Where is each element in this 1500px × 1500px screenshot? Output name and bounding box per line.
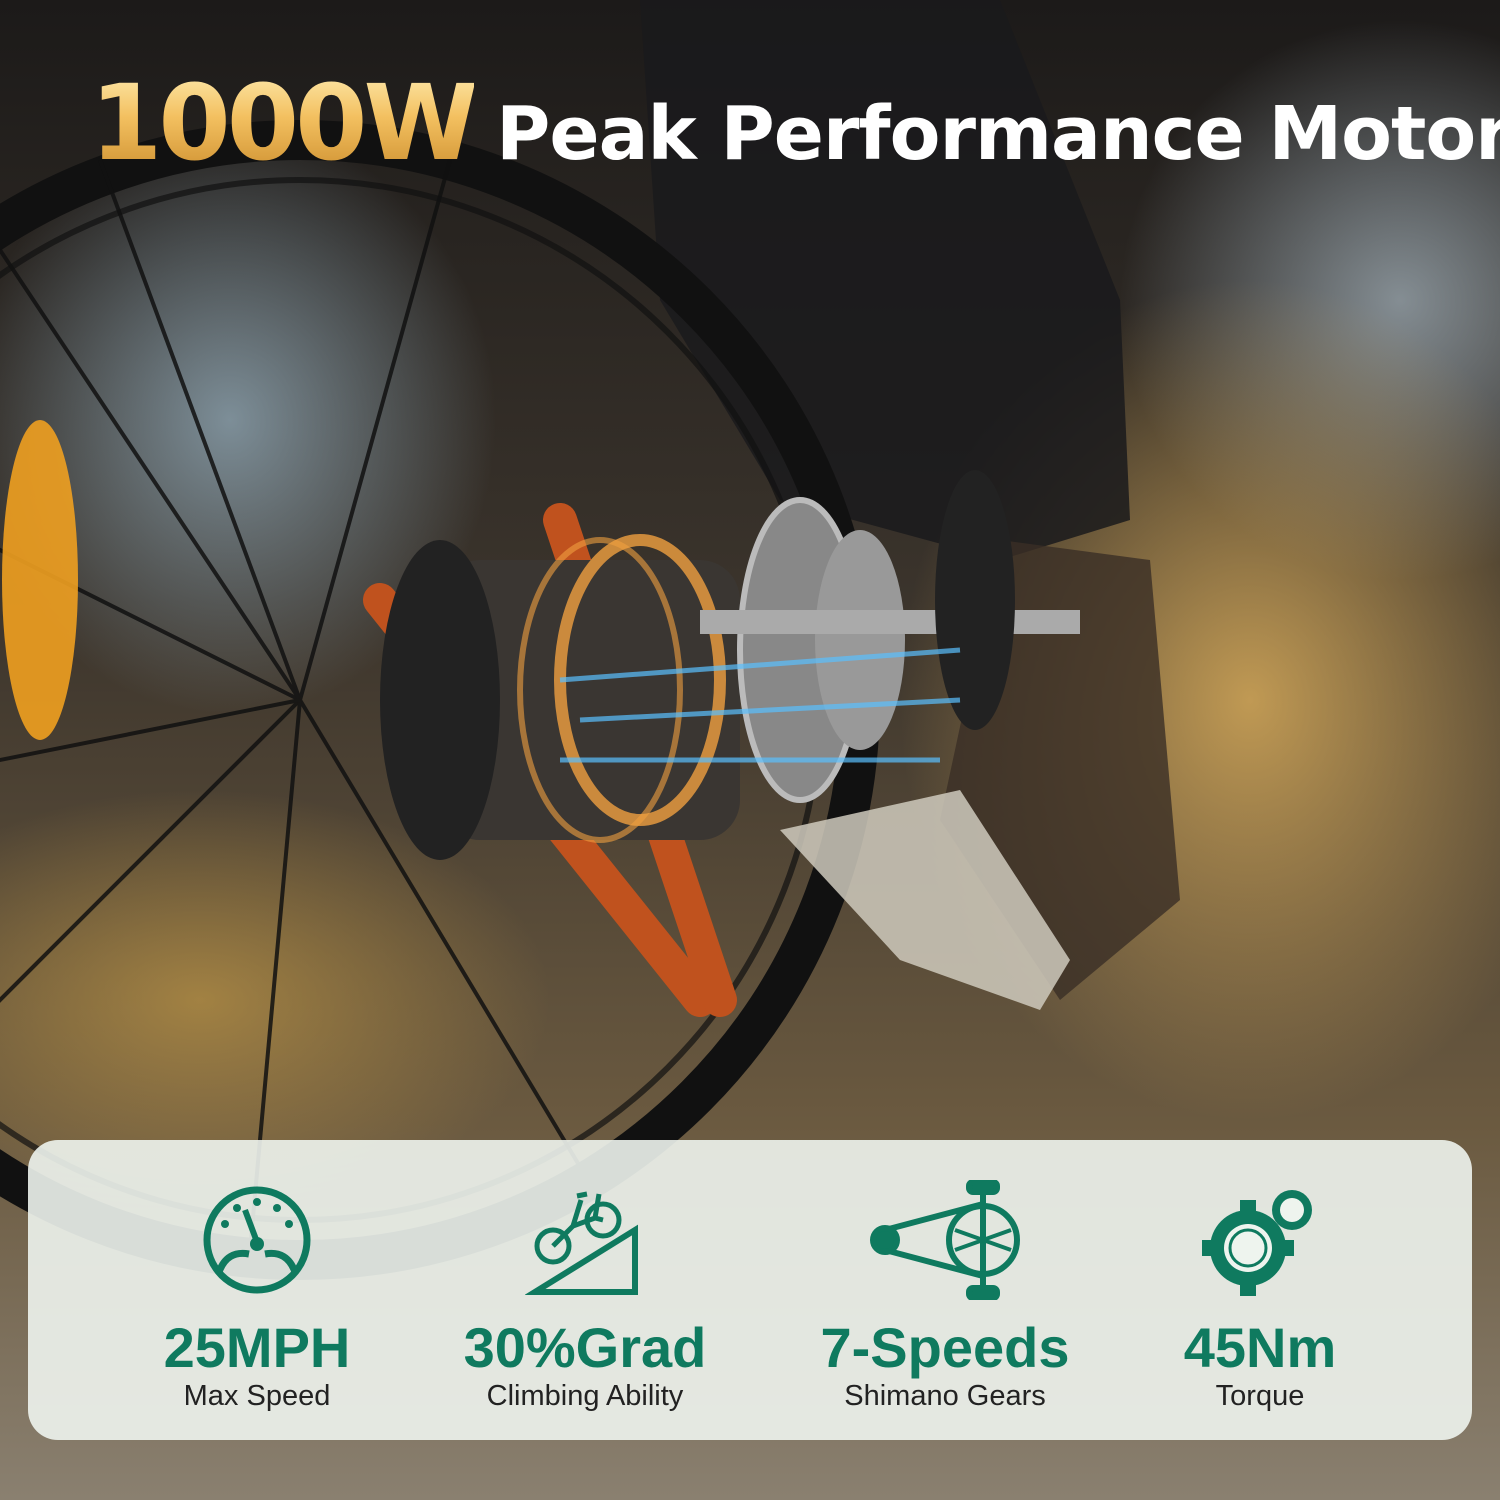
stat-max-speed: 25MPH Max Speed xyxy=(97,1180,417,1414)
stat-value: 25MPH xyxy=(163,1316,351,1379)
exploded-motor xyxy=(380,470,1080,860)
stat-value: 30%Grad xyxy=(463,1316,707,1379)
stat-gears: 7-Speeds Shimano Gears xyxy=(785,1180,1105,1414)
stat-value: 45Nm xyxy=(1183,1316,1337,1379)
shoe xyxy=(780,790,1070,1010)
stat-torque: 45Nm Torque xyxy=(1100,1180,1420,1414)
bike-uphill-icon xyxy=(525,1191,638,1295)
stat-label: Shimano Gears xyxy=(844,1380,1046,1412)
speedometer-icon xyxy=(203,1186,311,1294)
reflector xyxy=(2,420,78,740)
chain-crank-icon xyxy=(870,1180,1020,1300)
specs-panel: 25MPH Max Speed 30%Grad Climbing Ability… xyxy=(28,1140,1472,1440)
stat-climbing: 30%Grad Climbing Ability xyxy=(425,1180,745,1414)
stat-label: Max Speed xyxy=(183,1380,331,1412)
stat-label: Climbing Ability xyxy=(486,1380,684,1412)
gears-icon xyxy=(1202,1190,1312,1296)
stat-label: Torque xyxy=(1215,1380,1305,1412)
stat-value: 7-Speeds xyxy=(820,1316,1070,1379)
headline-text: Peak Performance Motor xyxy=(496,91,1500,177)
headline: 1000W Peak Performance Motor xyxy=(90,62,1500,184)
headline-wattage: 1000W xyxy=(90,62,478,184)
